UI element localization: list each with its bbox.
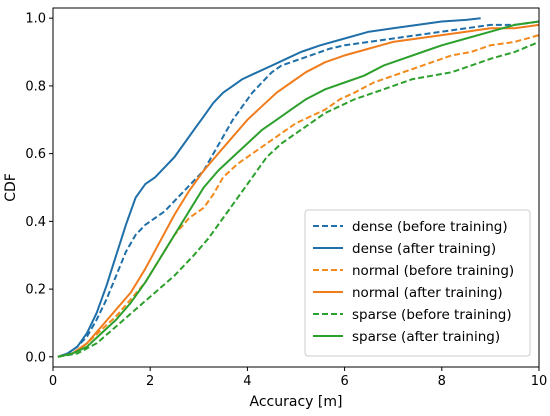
y-tick-label: 0.0 bbox=[25, 350, 46, 365]
series-line-2 bbox=[57, 34, 540, 358]
y-tick-label: 0.4 bbox=[25, 215, 46, 230]
legend-entry: sparse (before training) bbox=[352, 307, 512, 323]
series-line-4 bbox=[57, 40, 540, 358]
y-axis-label: CDF bbox=[3, 173, 19, 202]
series-line-0 bbox=[57, 20, 540, 358]
x-tick-label: 0 bbox=[49, 374, 57, 389]
x-tick-label: 4 bbox=[243, 374, 251, 389]
x-tick-label: 2 bbox=[146, 374, 154, 389]
series-line-5 bbox=[57, 20, 540, 358]
plot-frame bbox=[52, 7, 540, 368]
legend-entry: sparse (after training) bbox=[352, 329, 500, 345]
legend-entry: dense (after training) bbox=[352, 241, 496, 257]
legend-entry: dense (before training) bbox=[352, 219, 508, 235]
x-tick-label: 8 bbox=[438, 374, 446, 389]
x-axis-label: Accuracy [m] bbox=[250, 394, 343, 410]
legend-box bbox=[304, 209, 531, 357]
y-tick-label: 1.0 bbox=[25, 12, 46, 27]
series-line-1 bbox=[57, 17, 481, 358]
legend-entry: normal (before training) bbox=[352, 263, 514, 279]
series-line-3 bbox=[57, 23, 540, 358]
y-tick-label: 0.8 bbox=[25, 79, 46, 94]
x-tick-label: 6 bbox=[340, 374, 348, 389]
x-tick-label: 10 bbox=[531, 374, 548, 389]
y-tick-label: 0.6 bbox=[25, 147, 46, 162]
legend-entry: normal (after training) bbox=[352, 285, 503, 301]
y-tick-label: 0.2 bbox=[25, 283, 46, 298]
